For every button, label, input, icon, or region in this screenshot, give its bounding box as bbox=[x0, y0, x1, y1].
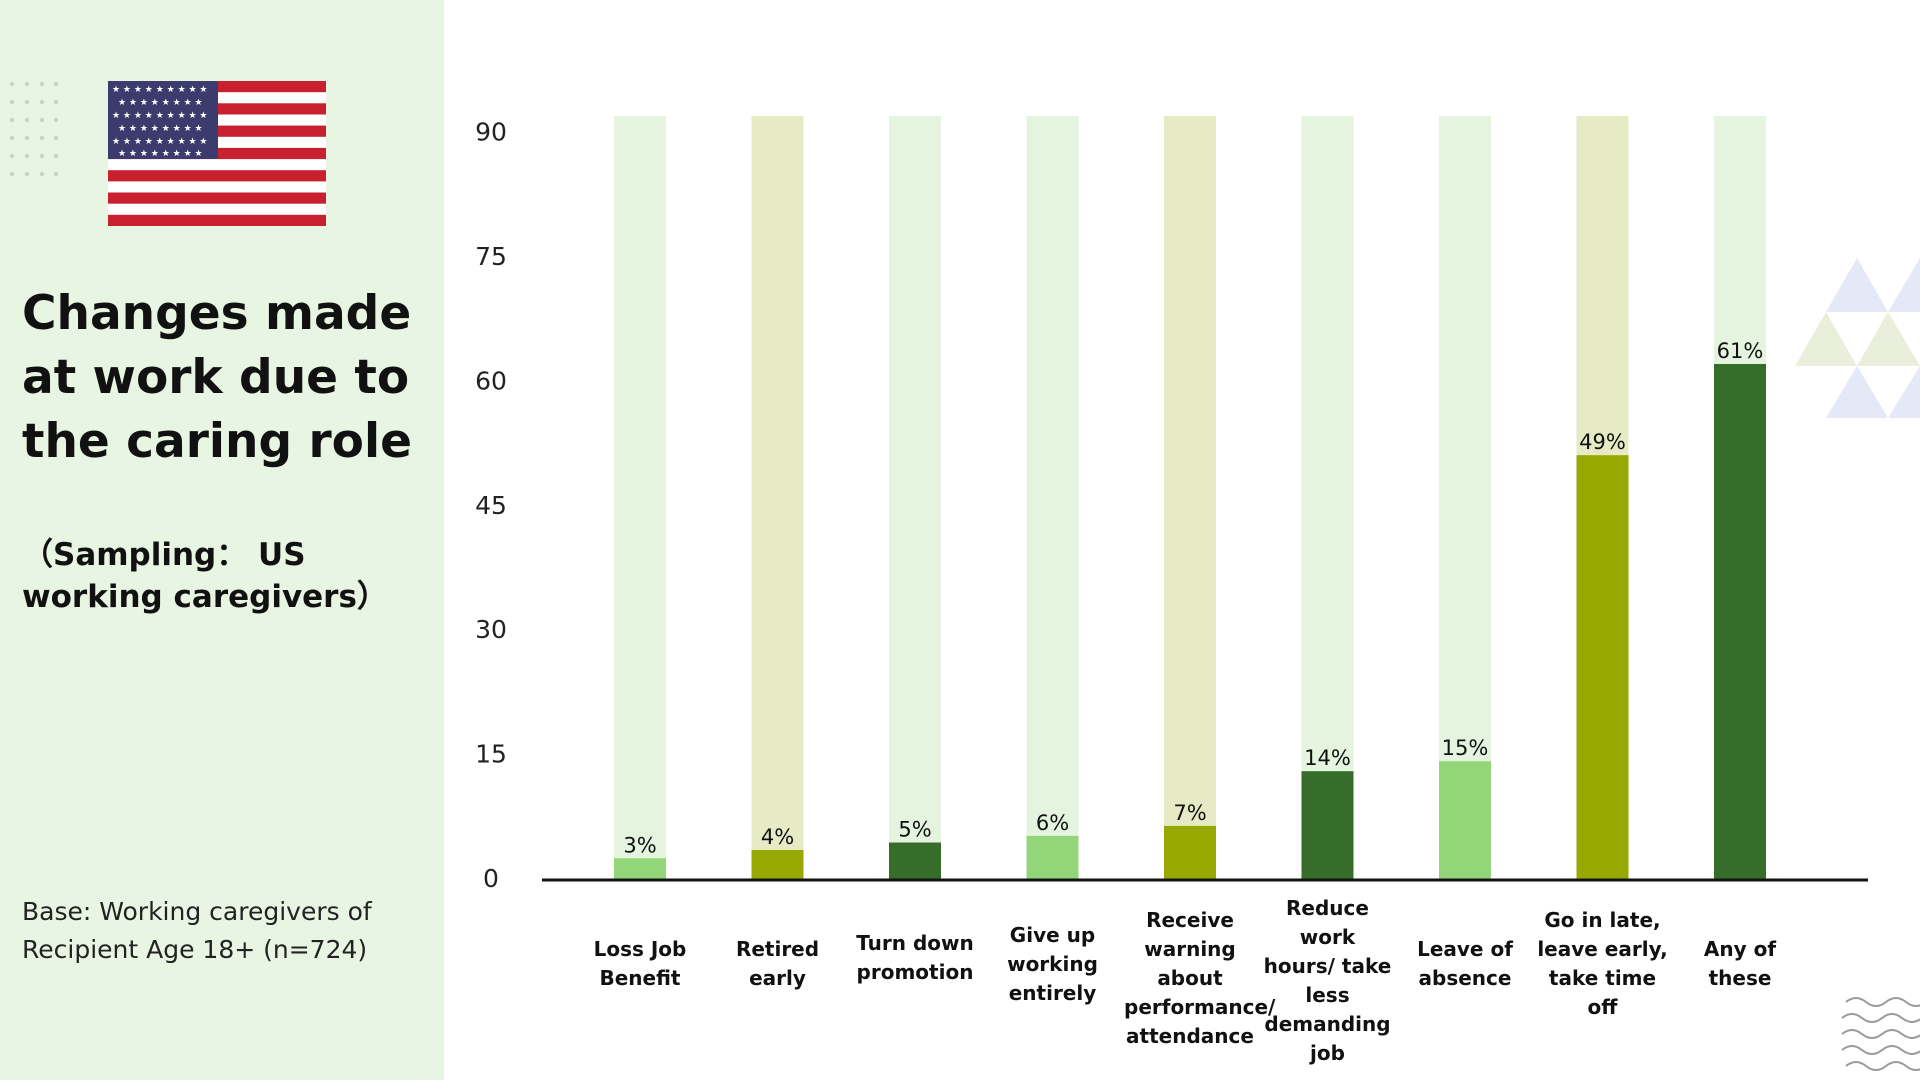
bar bbox=[1714, 363, 1766, 880]
bar bbox=[614, 858, 666, 879]
data-label: 61% bbox=[1717, 339, 1764, 363]
y-tick-label: 75 bbox=[475, 242, 507, 271]
bar bbox=[1439, 761, 1491, 879]
bar bbox=[1301, 771, 1354, 879]
y-tick-label: 0 bbox=[483, 864, 499, 893]
svg-text:★ ★ ★ ★ ★ ★ ★ ★: ★ ★ ★ ★ ★ ★ ★ ★ bbox=[118, 98, 203, 108]
data-label: 49% bbox=[1579, 430, 1626, 454]
bar-track bbox=[614, 116, 666, 879]
svg-text:★ ★ ★ ★ ★ ★ ★ ★: ★ ★ ★ ★ ★ ★ ★ ★ bbox=[118, 149, 203, 159]
sampling-note: （Sampling： US working caregivers） bbox=[22, 537, 388, 615]
y-tick-label: 90 bbox=[475, 118, 507, 147]
bar-track bbox=[1164, 116, 1216, 879]
bar bbox=[1026, 835, 1079, 879]
y-tick-label: 60 bbox=[475, 366, 507, 395]
bar bbox=[1576, 455, 1629, 879]
svg-text:★ ★ ★ ★ ★ ★ ★ ★ ★: ★ ★ ★ ★ ★ ★ ★ ★ ★ bbox=[112, 85, 208, 95]
svg-text:★ ★ ★ ★ ★ ★ ★ ★: ★ ★ ★ ★ ★ ★ ★ ★ bbox=[118, 124, 203, 134]
data-label: 14% bbox=[1304, 746, 1351, 770]
bar-track bbox=[1439, 116, 1491, 879]
data-label: 6% bbox=[1036, 811, 1069, 835]
page-title: Changes made at work due to the caring r… bbox=[22, 286, 412, 469]
base-note: Base: Working caregivers of Recipient Ag… bbox=[22, 897, 372, 964]
x-tick-label: Receive warning about performance/ atten… bbox=[1124, 908, 1276, 1048]
bar bbox=[751, 849, 804, 879]
wave-lines-decoration bbox=[1841, 997, 1920, 1071]
bar-chart: 0 15 30 45 60 75 90 3% 4% 5% 6% 7% 14% 15% 49% 61% bbox=[475, 116, 1868, 893]
bar-track bbox=[1026, 116, 1079, 879]
data-label: 15% bbox=[1442, 736, 1489, 760]
bar bbox=[889, 842, 941, 879]
y-tick-label: 30 bbox=[475, 615, 507, 644]
x-tick-label: Give up working entirely bbox=[1007, 923, 1098, 1005]
x-tick-label: Leave of absence bbox=[1417, 937, 1513, 990]
dot-grid-decoration bbox=[9, 81, 58, 177]
bar bbox=[1164, 825, 1216, 879]
us-flag-icon: ★ ★ ★ ★ ★ ★ ★ ★ ★ ★ ★ ★ ★ ★ ★ ★ ★ ★ ★ ★ … bbox=[108, 81, 326, 226]
bar-track bbox=[889, 116, 941, 879]
data-label: 3% bbox=[623, 833, 656, 857]
data-label: 5% bbox=[898, 818, 931, 842]
triangle-decoration bbox=[1795, 258, 1920, 418]
x-tick-label: Retired early bbox=[735, 937, 820, 990]
x-tick-label: Turn down promotion bbox=[856, 931, 974, 984]
bar-track bbox=[1301, 116, 1354, 879]
data-label: 4% bbox=[761, 825, 794, 849]
x-tick-label: Any of these bbox=[1703, 937, 1777, 990]
svg-text:★ ★ ★ ★ ★ ★ ★ ★ ★: ★ ★ ★ ★ ★ ★ ★ ★ ★ bbox=[112, 111, 208, 121]
y-tick-label: 15 bbox=[475, 740, 507, 769]
x-tick-label: Loss Job Benefit bbox=[593, 937, 687, 990]
left-panel: ★ ★ ★ ★ ★ ★ ★ ★ ★ ★ ★ ★ ★ ★ ★ ★ ★ ★ ★ ★ … bbox=[0, 0, 444, 1080]
data-label: 7% bbox=[1173, 801, 1206, 825]
x-tick-label: Go in late, leave early, take time off bbox=[1537, 908, 1668, 1019]
x-tick-label: Reduce work hours/ take less demanding j… bbox=[1263, 896, 1392, 1065]
svg-text:★ ★ ★ ★ ★ ★ ★ ★ ★: ★ ★ ★ ★ ★ ★ ★ ★ ★ bbox=[112, 137, 208, 147]
y-tick-label: 45 bbox=[475, 491, 507, 520]
bar-track bbox=[751, 116, 804, 879]
